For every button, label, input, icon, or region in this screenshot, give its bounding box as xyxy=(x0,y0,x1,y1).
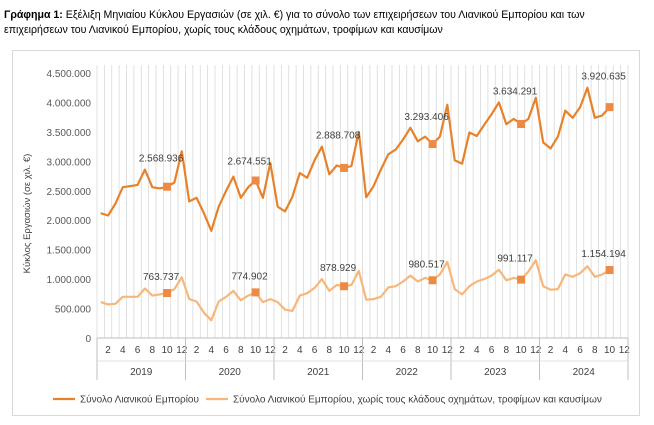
x-tick-label: 10 xyxy=(516,345,528,356)
data-label: 1.154.194 xyxy=(581,249,626,260)
x-tick-label: 2 xyxy=(371,345,377,356)
x-tick-label: 12 xyxy=(265,345,277,356)
data-label: 2.568.936 xyxy=(139,154,184,165)
x-tick-label: 10 xyxy=(604,345,616,356)
legend-label: Σύνολο Λιανικού Εμπορίου, χωρίς τους κλά… xyxy=(233,394,602,406)
x-tick-label: 8 xyxy=(327,345,333,356)
year-label: 2022 xyxy=(396,367,419,378)
data-point-marker xyxy=(163,182,172,191)
chart-frame xyxy=(12,50,640,416)
series-excl-line xyxy=(100,259,611,322)
y-tick-label: 3.500.000 xyxy=(47,128,92,139)
y-tick-label: 1.000.000 xyxy=(47,275,92,286)
y-tick-label: 4.000.000 xyxy=(47,98,92,109)
x-tick-label: 12 xyxy=(353,345,365,356)
x-tick-label: 10 xyxy=(250,345,262,356)
x-tick-label: 12 xyxy=(530,345,542,356)
data-label: 980.517 xyxy=(408,259,445,270)
data-point-marker xyxy=(163,289,172,298)
data-label: 878.929 xyxy=(320,263,357,274)
data-label: 3.920.635 xyxy=(581,72,626,83)
data-point-marker xyxy=(517,119,526,128)
data-label: 774.902 xyxy=(231,271,268,282)
data-point-marker xyxy=(605,266,614,275)
y-tick-label: 500.000 xyxy=(55,305,92,316)
x-tick-label: 4 xyxy=(120,345,126,356)
y-axis-label: Κύκλος Εργασιών (σε χιλ. €) xyxy=(22,154,33,274)
x-tick-label: 4 xyxy=(474,345,480,356)
year-label: 2019 xyxy=(130,367,153,378)
x-tick-label: 2 xyxy=(194,345,200,356)
x-tick-label: 4 xyxy=(386,345,392,356)
data-point-marker xyxy=(340,282,349,291)
x-tick-label: 6 xyxy=(489,345,495,356)
data-label: 2.674.551 xyxy=(227,156,272,167)
caption-label: Γράφημα 1: xyxy=(4,9,63,21)
x-tick-label: 6 xyxy=(400,345,406,356)
x-tick-label: 8 xyxy=(504,345,510,356)
y-tick-label: 0 xyxy=(85,334,91,345)
y-tick-label: 3.000.000 xyxy=(47,157,92,168)
x-tick-label: 8 xyxy=(238,345,244,356)
data-point-marker xyxy=(251,288,260,297)
caption-text: Εξέλιξη Μηνιαίου Κύκλου Εργασιών (σε χιλ… xyxy=(4,9,585,36)
x-tick-label: 2 xyxy=(459,345,465,356)
data-point-marker xyxy=(428,140,437,149)
x-tick-label: 2 xyxy=(548,345,554,356)
x-tick-label: 10 xyxy=(339,345,351,356)
x-tick-label: 6 xyxy=(135,345,141,356)
x-tick-label: 4 xyxy=(563,345,569,356)
x-tick-label: 10 xyxy=(427,345,439,356)
x-tick-label: 6 xyxy=(312,345,318,356)
x-tick-label: 6 xyxy=(223,345,229,356)
y-tick-label: 2.500.000 xyxy=(47,187,92,198)
x-tick-label: 12 xyxy=(442,345,454,356)
year-label: 2024 xyxy=(573,367,596,378)
data-label: 763.737 xyxy=(143,272,180,283)
y-tick-label: 4.500.000 xyxy=(47,69,92,80)
y-tick-label: 1.500.000 xyxy=(47,246,92,257)
figure-caption: Γράφημα 1: Εξέλιξη Μηνιαίου Κύκλου Εργασ… xyxy=(4,8,650,38)
data-point-marker xyxy=(517,275,526,284)
x-tick-label: 8 xyxy=(592,345,598,356)
x-tick-label: 4 xyxy=(209,345,215,356)
year-label: 2021 xyxy=(307,367,330,378)
x-tick-label: 10 xyxy=(162,345,174,356)
data-label: 3.293.406 xyxy=(404,112,449,123)
x-tick-label: 4 xyxy=(297,345,303,356)
data-point-marker xyxy=(340,163,349,172)
data-label: 2.888.708 xyxy=(316,131,361,142)
y-tick-label: 2.000.000 xyxy=(47,216,92,227)
x-tick-label: 2 xyxy=(105,345,111,356)
year-label: 2023 xyxy=(484,367,507,378)
x-tick-label: 2 xyxy=(282,345,288,356)
year-label: 2020 xyxy=(219,367,242,378)
data-label: 3.634.291 xyxy=(493,86,538,97)
data-label: 991.117 xyxy=(497,254,533,265)
data-point-marker xyxy=(605,103,614,112)
x-tick-label: 12 xyxy=(619,345,631,356)
x-tick-label: 8 xyxy=(415,345,421,356)
x-tick-label: 6 xyxy=(577,345,583,356)
data-point-marker xyxy=(428,276,437,285)
x-tick-label: 12 xyxy=(176,345,188,356)
legend-label: Σύνολο Λιανικού Εμπορίου xyxy=(80,394,199,406)
x-tick-label: 8 xyxy=(150,345,156,356)
data-point-marker xyxy=(251,176,260,185)
